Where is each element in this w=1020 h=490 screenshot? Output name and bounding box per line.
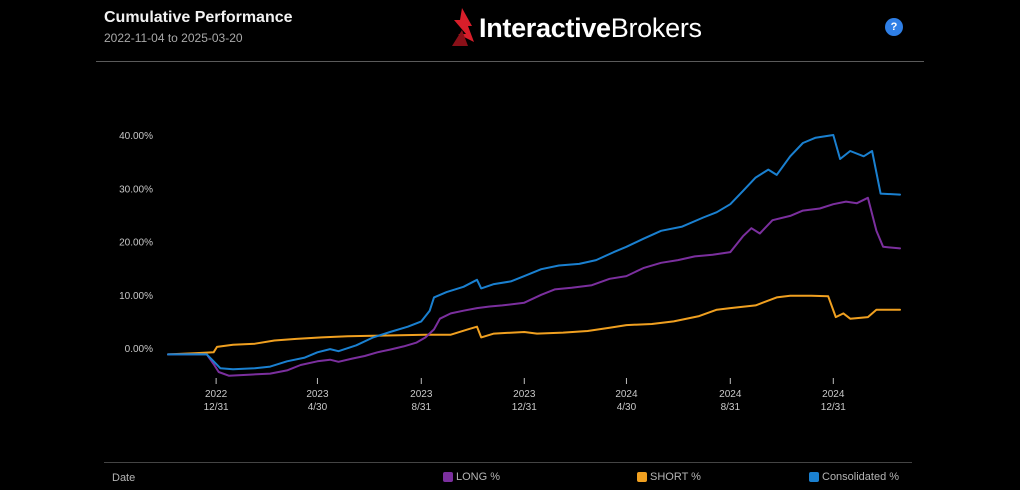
logo-text-regular: Brokers bbox=[610, 13, 702, 43]
x-tick-label-date: 4/30 bbox=[308, 402, 328, 413]
chart-legend: Date LONG % SHORT % Consolidated % bbox=[0, 466, 1020, 488]
footer-divider bbox=[104, 462, 912, 463]
legend-item-short[interactable]: SHORT % bbox=[637, 471, 701, 483]
ib-logo-icon bbox=[452, 8, 474, 46]
x-tick-label-date: 8/31 bbox=[412, 402, 432, 413]
help-button[interactable]: ? bbox=[885, 18, 903, 36]
x-tick-label-date: 12/31 bbox=[512, 402, 537, 413]
header-divider bbox=[96, 61, 924, 62]
x-tick-label-date: 12/31 bbox=[204, 402, 229, 413]
x-axis-legend-label: Date bbox=[112, 472, 136, 484]
series-line-long bbox=[167, 196, 901, 377]
x-tick-label-year: 2024 bbox=[822, 389, 845, 400]
x-tick-label-year: 2024 bbox=[615, 389, 638, 400]
series-line-consolidated bbox=[167, 134, 901, 371]
interactive-brokers-logo: InteractiveBrokers bbox=[448, 6, 702, 50]
legend-swatch-short bbox=[637, 472, 647, 482]
legend-label-consolidated: Consolidated % bbox=[822, 471, 900, 483]
legend-item-consolidated[interactable]: Consolidated % bbox=[809, 471, 899, 483]
y-tick-label: 30.00% bbox=[119, 184, 153, 195]
page-title: Cumulative Performance bbox=[104, 9, 293, 26]
y-tick-label: 40.00% bbox=[119, 131, 153, 142]
legend-label-long: LONG % bbox=[456, 471, 501, 483]
x-tick-label-year: 2022 bbox=[205, 389, 228, 400]
series-line-short bbox=[167, 294, 901, 356]
logo-text-bold: Interactive bbox=[479, 13, 611, 43]
x-tick-label-year: 2023 bbox=[410, 389, 433, 400]
cumulative-performance-chart: 40.00%30.00%20.00%10.00%0.00% 202212/312… bbox=[119, 131, 901, 413]
x-tick-label-year: 2023 bbox=[306, 389, 329, 400]
legend-swatch-consolidated bbox=[809, 472, 819, 482]
y-axis: 40.00% 30.00% 20.00% 10.00% 0.00% bbox=[119, 131, 834, 384]
y-tick-label: 0.00% bbox=[125, 344, 153, 355]
x-tick-label-date: 4/30 bbox=[617, 402, 637, 413]
y-tick-label: 20.00% bbox=[119, 238, 153, 249]
legend-label-short: SHORT % bbox=[650, 471, 701, 483]
logo-wordmark: InteractiveBrokers bbox=[479, 6, 702, 50]
legend-swatch-long bbox=[443, 472, 453, 482]
report-header: Cumulative Performance 2022-11-04 to 202… bbox=[0, 0, 1020, 64]
x-tick-label-year: 2024 bbox=[719, 389, 742, 400]
x-tick-label-date: 8/31 bbox=[721, 402, 741, 413]
date-range-subtitle: 2022-11-04 to 2025-03-20 bbox=[104, 31, 243, 45]
x-axis: 2022 12/31 2023 4/30 2023 8/31 2023 12/31 2024 4/… bbox=[204, 389, 847, 413]
legend-item-long[interactable]: LONG % bbox=[443, 471, 500, 483]
x-tick-label-year: 2023 bbox=[513, 389, 536, 400]
x-tick-label-date: 12/31 bbox=[821, 402, 846, 413]
series-lines bbox=[167, 134, 901, 377]
y-tick-label: 10.00% bbox=[119, 291, 153, 302]
